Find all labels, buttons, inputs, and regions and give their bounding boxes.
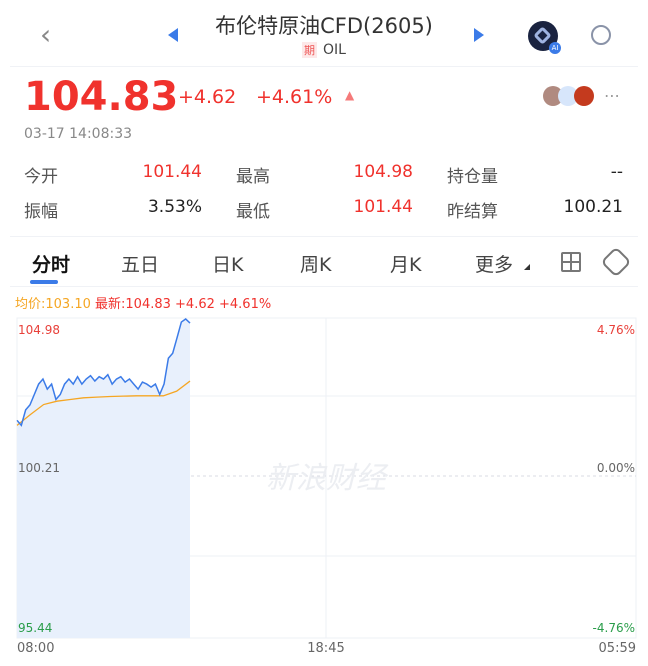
stat-value: -- [610, 162, 623, 182]
community-avatars[interactable] [543, 86, 599, 106]
avg-price: 均价:103.10 [15, 297, 91, 312]
more-icon[interactable]: ⋯ [604, 86, 620, 105]
timestamp: 03-17 14:08:33 [24, 126, 133, 142]
grid-icon[interactable] [561, 252, 581, 272]
search-icon[interactable] [591, 25, 611, 45]
x-label-start: 08:00 [17, 641, 54, 656]
y-label-low: 95.44 [18, 621, 52, 635]
weibo-icon [558, 86, 578, 106]
stat-label: 最高 [236, 167, 270, 187]
page-title: 布伦特原油CFD(2605) [215, 14, 433, 38]
chart-legend: 均价:103.10 最新:104.83 +4.62 +4.61% [15, 293, 271, 312]
x-label-mid: 18:45 [307, 641, 344, 656]
latest-price: 最新:104.83 [95, 297, 171, 312]
tab-weekly-k[interactable]: 周K [300, 254, 332, 276]
ai-label: AI [549, 42, 561, 54]
price-change: +4.62 [178, 86, 237, 108]
watermark: 新浪财经 [266, 461, 389, 496]
stat-value: 104.98 [353, 162, 413, 182]
tab-more[interactable]: 更多 [475, 254, 514, 276]
intraday-chart[interactable]: 新浪财经 104.98 100.21 95.44 4.76% 0.00% -4.… [0, 310, 648, 666]
avatar [574, 86, 594, 106]
x-label-end: 05:59 [599, 641, 636, 656]
stat-label: 今开 [24, 167, 58, 187]
y-label-mid: 100.21 [18, 461, 60, 475]
subtitle: 期 OIL [0, 42, 648, 58]
pct-label-mid: 0.00% [597, 461, 635, 475]
stat-label: 昨结算 [447, 202, 498, 222]
stat-value: 3.53% [147, 197, 202, 217]
tab-daily-k[interactable]: 日K [212, 254, 244, 276]
up-arrow-icon: ▲ [345, 88, 355, 102]
legend-change: +4.62 [175, 297, 215, 312]
y-label-high: 104.98 [18, 323, 60, 337]
settings-icon[interactable] [600, 246, 632, 278]
tab-5day[interactable]: 五日 [121, 254, 160, 276]
legend-pct: +4.61% [219, 297, 272, 312]
futures-badge: 期 [302, 42, 318, 58]
dropdown-icon [524, 264, 530, 270]
stat-label: 持仓量 [447, 167, 498, 187]
stat-value: 101.44 [142, 162, 202, 182]
prev-arrow-icon[interactable] [168, 28, 178, 42]
stat-value: 101.44 [353, 197, 413, 217]
price-change-pct: +4.61% [256, 86, 333, 108]
tab-monthly-k[interactable]: 月K [390, 254, 422, 276]
symbol: OIL [323, 42, 346, 58]
avg-price-line [16, 380, 191, 426]
price-line [16, 318, 191, 427]
next-arrow-icon[interactable] [474, 28, 484, 42]
last-price: 104.83 [24, 74, 179, 120]
pct-label-high: 4.76% [597, 323, 635, 337]
ai-button[interactable]: AI [528, 21, 561, 54]
stat-label: 最低 [236, 202, 270, 222]
tab-intraday[interactable]: 分时 [32, 254, 71, 276]
back-button[interactable]: ‹ [40, 18, 52, 51]
active-tab-indicator [30, 280, 58, 284]
stat-value: 100.21 [563, 197, 623, 217]
pct-label-low: -4.76% [593, 621, 635, 635]
stat-label: 振幅 [24, 202, 58, 222]
price-area [17, 319, 190, 638]
